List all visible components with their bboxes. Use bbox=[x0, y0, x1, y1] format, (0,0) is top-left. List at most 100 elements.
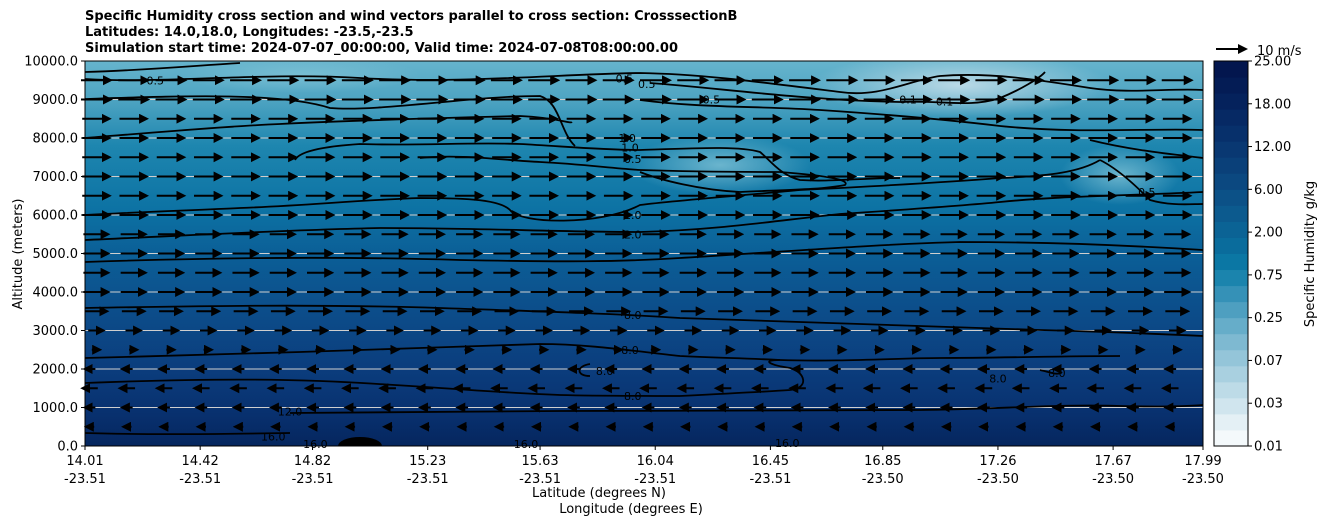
colorbar-segment bbox=[1214, 397, 1248, 415]
x-tick-label-lon: -23.51 bbox=[749, 472, 791, 487]
colorbar-tick-label: 6.00 bbox=[1254, 183, 1283, 198]
x-tick-label-lon: -23.50 bbox=[1182, 472, 1224, 487]
colorbar-tick-label: 18.00 bbox=[1254, 97, 1291, 112]
contour-label: 0.5 bbox=[616, 72, 634, 85]
y-tick-label: 8000.0 bbox=[33, 132, 79, 147]
x-tick-label-lon: -23.50 bbox=[1092, 472, 1134, 487]
contour-label: 12.0 bbox=[278, 405, 303, 418]
y-axis-ticks: 0.0 1000.0 2000.0 3000.0 4000.0 5000.0 6000.0 7… bbox=[24, 55, 85, 455]
wind-reference-label: 10 m/s bbox=[1257, 44, 1302, 59]
contour-label: 16.0 bbox=[514, 438, 539, 451]
colorbar-tick-label: 0.01 bbox=[1254, 440, 1283, 455]
wind-reference-key: 10 m/s bbox=[1216, 44, 1302, 59]
colorbar-segment bbox=[1214, 381, 1248, 399]
colorbar-segment bbox=[1214, 157, 1248, 174]
y-tick-label: 5000.0 bbox=[33, 247, 79, 262]
colorbar-tick-label: 2.00 bbox=[1254, 226, 1283, 241]
colorbar-segment bbox=[1214, 141, 1248, 158]
colorbar-segment bbox=[1214, 221, 1248, 238]
colorbar-segment bbox=[1214, 253, 1248, 271]
y-tick-label: 7000.0 bbox=[33, 170, 79, 185]
x-tick-label-lat: 16.04 bbox=[637, 454, 674, 469]
colorbar-segment bbox=[1214, 413, 1248, 431]
colorbar-segment bbox=[1214, 285, 1248, 303]
x-tick-label-lon: -23.51 bbox=[519, 472, 561, 487]
colorbar-segment bbox=[1214, 317, 1248, 335]
colorbar-tick-label: 0.25 bbox=[1254, 311, 1283, 326]
colorbar-tick-label: 25.00 bbox=[1254, 55, 1291, 70]
y-tick-label: 2000.0 bbox=[33, 363, 79, 378]
x-tick-label-lon: -23.50 bbox=[862, 472, 904, 487]
colorbar-segment bbox=[1214, 237, 1248, 254]
y-tick-label: 4000.0 bbox=[33, 286, 79, 301]
x-tick-label-lat: 14.42 bbox=[182, 454, 219, 469]
colorbar-segment bbox=[1214, 301, 1248, 319]
x-tick-label-lon: -23.51 bbox=[634, 472, 676, 487]
wind-vectors bbox=[80, 75, 1194, 432]
y-tick-label: 6000.0 bbox=[33, 209, 79, 224]
colorbar-segment bbox=[1214, 61, 1248, 78]
x-tick-label-lon: -23.50 bbox=[977, 472, 1019, 487]
colorbar-segment bbox=[1214, 365, 1248, 383]
contour-label: 2.0 bbox=[624, 228, 642, 241]
colorbar-segment bbox=[1214, 189, 1248, 206]
x-tick-label-lat: 14.01 bbox=[66, 454, 103, 469]
contour-label: 8.0 bbox=[624, 309, 642, 322]
contour-label: 0.1 bbox=[936, 95, 954, 108]
colorbar-segment bbox=[1214, 173, 1248, 190]
colorbar-tick-label: 0.75 bbox=[1254, 268, 1283, 283]
y-axis-label: Altitude (meters) bbox=[11, 199, 26, 310]
colorbar-tick-label: 12.00 bbox=[1254, 140, 1291, 155]
contour-label: 1.0 bbox=[624, 209, 642, 222]
x-tick-label-lon: -23.51 bbox=[292, 472, 334, 487]
x-tick-label-lat: 15.23 bbox=[409, 454, 446, 469]
colorbar: 0.01 0.03 0.07 0.25 0.75 2.00 6.00 12.00 18.00 25… bbox=[1213, 55, 1291, 455]
colorbar-segment bbox=[1214, 349, 1248, 367]
x-tick-label-lon: -23.51 bbox=[64, 472, 106, 487]
colorbar-segment bbox=[1214, 429, 1248, 447]
colorbar-segment bbox=[1214, 109, 1248, 126]
chart-title-line-1: Specific Humidity cross section and wind… bbox=[85, 9, 738, 24]
colorbar-segment bbox=[1214, 77, 1248, 94]
y-tick-label: 10000.0 bbox=[24, 55, 78, 70]
x-tick-label-lat: 17.99 bbox=[1184, 454, 1221, 469]
x-tick-label-lat: 16.45 bbox=[752, 454, 789, 469]
colorbar-tick-label: 0.03 bbox=[1254, 397, 1283, 412]
x-axis-label-longitude: Longitude (degrees E) bbox=[559, 502, 703, 517]
colorbar-segment bbox=[1214, 93, 1248, 110]
y-tick-label: 0.0 bbox=[57, 440, 78, 455]
x-tick-label-lon: -23.51 bbox=[407, 472, 449, 487]
colorbar-segment bbox=[1214, 205, 1248, 222]
x-axis-ticks: 14.01 -23.51 14.42 -23.51 14.82 -23.51 15.23 -2… bbox=[64, 446, 1224, 487]
colorbar-segment bbox=[1214, 269, 1248, 287]
colorbar-segment bbox=[1214, 333, 1248, 351]
x-tick-label-lat: 16.85 bbox=[864, 454, 901, 469]
colorbar-segment bbox=[1214, 125, 1248, 142]
contour-label: 1.0 bbox=[621, 142, 639, 155]
contour-label: 8.0 bbox=[621, 344, 639, 357]
x-axis-label-latitude: Latitude (degrees N) bbox=[532, 486, 666, 501]
x-tick-label-lat: 17.67 bbox=[1095, 454, 1132, 469]
contour-label: 0.5 bbox=[638, 78, 656, 91]
chart-title-line-2: Latitudes: 14.0,18.0, Longitudes: -23.5,… bbox=[85, 25, 414, 40]
contour-label: 0.5 bbox=[624, 153, 642, 166]
contour-label: 16.0 bbox=[775, 437, 800, 450]
contour-label: 16.0 bbox=[261, 430, 286, 443]
contour-label: 8.0 bbox=[989, 373, 1007, 386]
colorbar-frame bbox=[1213, 60, 1249, 447]
contour-label: 8.0 bbox=[624, 390, 642, 403]
contour-label: 0.5 bbox=[146, 74, 164, 87]
chart-title-line-3: Simulation start time: 2024-07-07_00:00:… bbox=[85, 41, 678, 56]
contour-label: 8.0 bbox=[596, 365, 614, 378]
contour-label: 0.5 bbox=[1138, 186, 1156, 199]
y-tick-label: 1000.0 bbox=[33, 401, 79, 416]
x-tick-label-lat: 14.82 bbox=[294, 454, 331, 469]
contour-label: 16.0 bbox=[303, 438, 328, 451]
colorbar-label: Specific Humidity g/kg bbox=[1303, 181, 1318, 327]
y-tick-label: 9000.0 bbox=[33, 93, 79, 108]
colorbar-tick-label: 0.07 bbox=[1254, 354, 1283, 369]
x-tick-label-lat: 15.63 bbox=[521, 454, 558, 469]
x-tick-label-lon: -23.51 bbox=[179, 472, 221, 487]
y-tick-label: 3000.0 bbox=[33, 324, 79, 339]
